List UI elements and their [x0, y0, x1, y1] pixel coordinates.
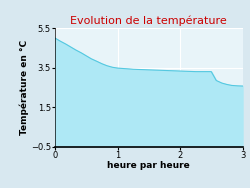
Title: Evolution de la température: Evolution de la température	[70, 16, 227, 26]
X-axis label: heure par heure: heure par heure	[108, 161, 190, 170]
Y-axis label: Température en °C: Température en °C	[20, 40, 29, 135]
